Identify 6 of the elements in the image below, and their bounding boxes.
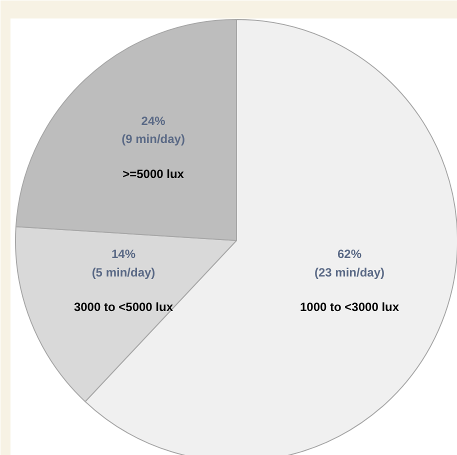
data-label: 24% (9 min/day) — [122, 114, 185, 146]
slice-label: 1000 to <3000 lux — [300, 300, 400, 314]
slice-label: 3000 to <5000 lux — [74, 300, 174, 314]
data-label: 62% (23 min/day) — [314, 247, 385, 280]
data-label: 14% (5 min/day) — [92, 247, 156, 280]
slice-label: >=5000 lux — [122, 166, 184, 181]
